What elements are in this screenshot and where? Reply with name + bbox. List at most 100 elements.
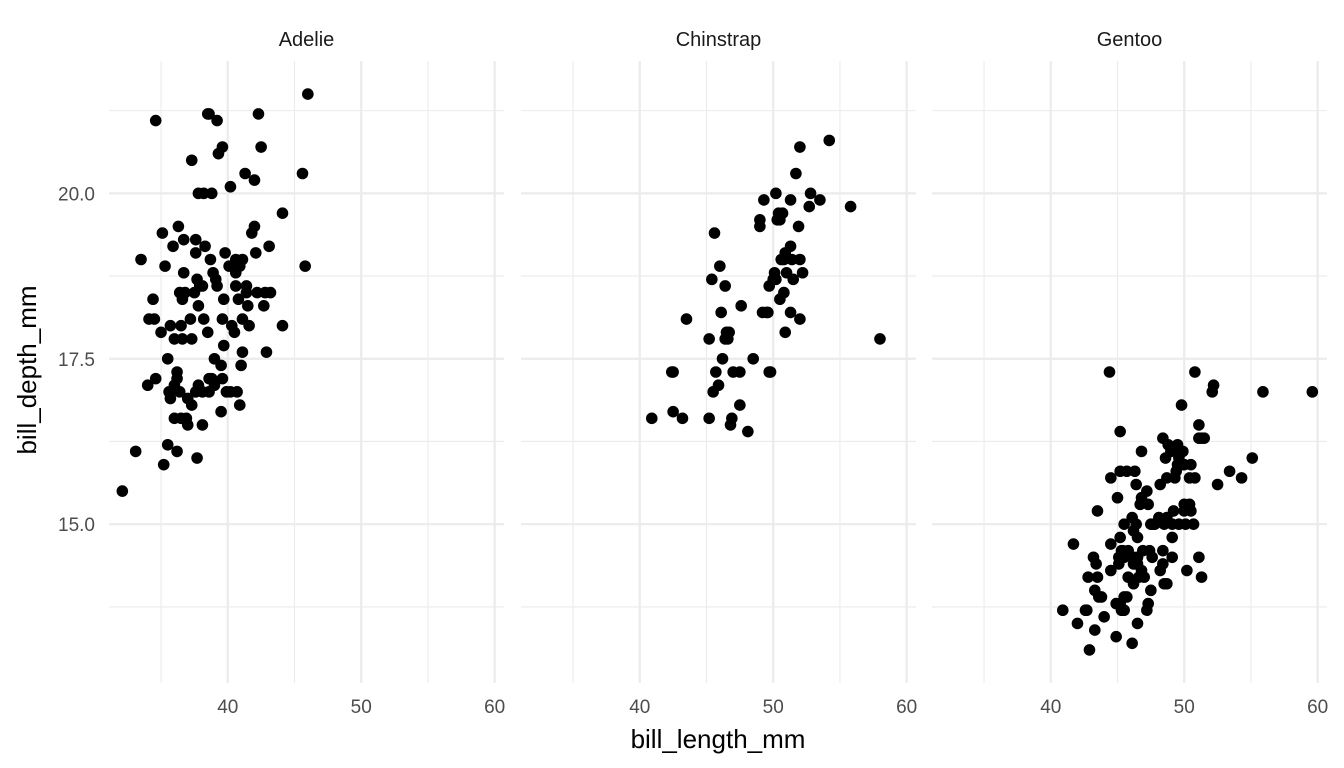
y-axis-title: bill_depth_mm <box>12 285 42 454</box>
data-point <box>874 333 886 345</box>
data-point <box>712 379 725 392</box>
data-point <box>229 280 242 292</box>
data-point <box>1090 558 1102 570</box>
data-point <box>1130 518 1142 530</box>
data-point <box>211 280 223 292</box>
data-point <box>1179 518 1192 530</box>
data-point <box>276 207 289 219</box>
data-point <box>208 379 221 392</box>
data-point <box>1067 538 1080 550</box>
data-point <box>189 247 202 259</box>
data-point <box>1138 571 1150 583</box>
data-point <box>264 286 277 299</box>
data-point <box>236 253 249 266</box>
data-point <box>754 214 766 226</box>
data-point <box>726 412 738 425</box>
data-point <box>1130 478 1142 491</box>
data-point <box>1114 531 1126 544</box>
data-point <box>823 134 836 147</box>
data-point <box>784 306 797 319</box>
data-point <box>1175 399 1188 411</box>
data-point <box>1091 571 1104 583</box>
x-tick-label: 60 <box>896 697 917 718</box>
data-point <box>172 220 185 233</box>
data-point <box>1111 491 1124 504</box>
data-point <box>116 485 129 497</box>
data-point <box>762 306 774 319</box>
data-point <box>1161 577 1173 590</box>
data-point <box>1146 551 1158 564</box>
data-point <box>296 167 309 180</box>
data-point <box>168 333 181 345</box>
data-point <box>1056 604 1069 617</box>
data-point <box>1166 531 1179 544</box>
data-point <box>164 392 177 405</box>
data-point <box>1095 591 1108 603</box>
data-point <box>167 240 179 253</box>
data-point <box>302 88 314 100</box>
data-point <box>1223 465 1236 478</box>
data-point <box>784 240 797 253</box>
data-point <box>708 227 721 239</box>
data-point <box>787 273 800 286</box>
data-point <box>217 293 230 306</box>
data-point <box>164 319 177 332</box>
data-point <box>734 399 746 411</box>
data-point <box>770 187 782 200</box>
data-point <box>1246 452 1259 464</box>
data-point <box>235 359 247 372</box>
data-point <box>175 319 187 332</box>
x-axis-title: bill_length_mm <box>631 724 806 754</box>
x-tick-label: 60 <box>484 697 505 718</box>
facet-title: Chinstrap <box>676 29 762 51</box>
data-point <box>216 141 229 153</box>
data-point <box>1207 379 1220 392</box>
data-point <box>1306 386 1319 398</box>
data-point <box>276 319 289 332</box>
data-point <box>1115 544 1128 557</box>
data-point <box>645 412 658 425</box>
data-point <box>1121 591 1133 603</box>
facet-panel-gentoo: Gentoo 40 50 60 <box>932 29 1328 718</box>
data-point <box>205 187 218 200</box>
data-point <box>1181 564 1193 577</box>
data-point <box>184 313 197 325</box>
facet-title: Adelie <box>279 29 335 51</box>
x-tick-label: 60 <box>1307 697 1328 718</box>
data-point <box>177 266 190 279</box>
data-point <box>714 260 726 272</box>
y-tick-label: 20.0 <box>58 184 95 205</box>
data-point <box>233 399 246 411</box>
data-point <box>1091 505 1104 517</box>
data-point <box>794 253 806 266</box>
data-point <box>1098 611 1110 623</box>
data-point <box>779 326 792 339</box>
data-point <box>176 333 189 345</box>
data-point <box>149 114 162 127</box>
data-point <box>249 247 262 259</box>
data-point <box>1129 465 1141 478</box>
data-point <box>1082 571 1094 583</box>
data-point <box>735 300 747 312</box>
data-point <box>196 419 209 431</box>
data-point <box>1105 538 1117 550</box>
data-point <box>710 366 722 378</box>
data-point <box>706 273 718 286</box>
data-point <box>1189 366 1201 378</box>
data-point <box>1118 604 1130 617</box>
data-point <box>207 266 219 279</box>
data-point <box>667 366 679 378</box>
data-point <box>764 366 777 378</box>
data-point <box>215 405 227 418</box>
data-point <box>129 445 142 458</box>
data-point <box>844 200 857 213</box>
data-point <box>1089 624 1101 636</box>
data-point <box>1211 478 1224 491</box>
data-point <box>211 114 223 127</box>
facet-panel-chinstrap: Chinstrap 40 50 60 <box>521 29 917 718</box>
data-point <box>251 286 263 299</box>
data-point <box>1126 637 1138 650</box>
facet-panel-adelie: Adelie 40 50 60 15.0 17.5 20.0 <box>58 29 505 718</box>
